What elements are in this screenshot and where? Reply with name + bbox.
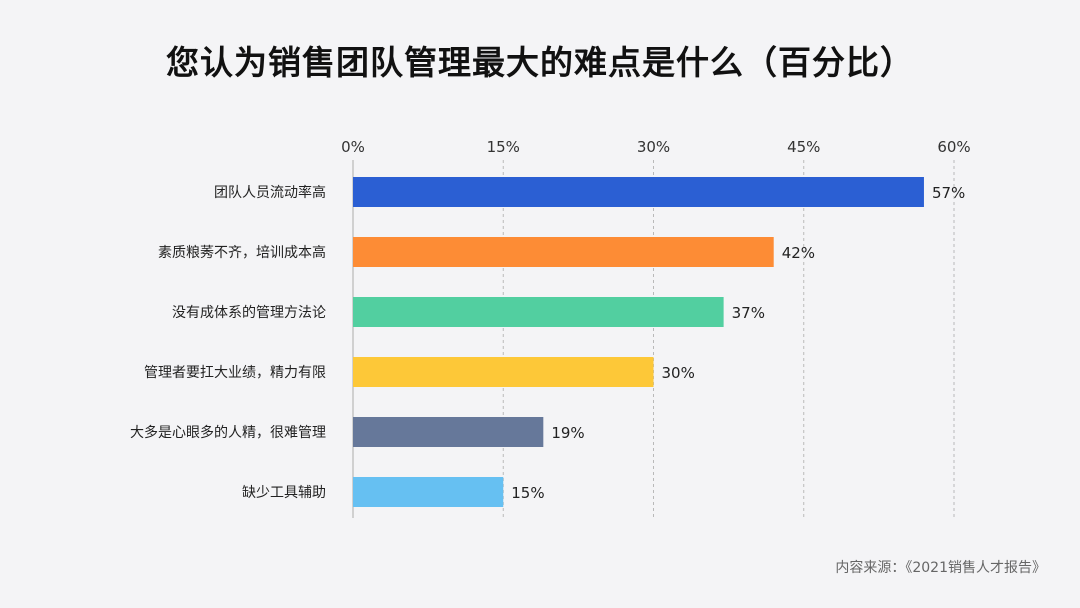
bar	[353, 177, 924, 207]
category-label: 缺少工具辅助	[242, 485, 326, 501]
data-label: 30%	[662, 364, 695, 382]
category-label: 管理者要扛大业绩，精力有限	[144, 365, 326, 381]
category-label: 大多是心眼多的人精，很难管理	[130, 424, 326, 441]
data-label: 19%	[551, 424, 584, 442]
x-tick-label: 0%	[341, 138, 365, 156]
chart-title: 您认为销售团队管理最大的难点是什么（百分比）	[166, 43, 914, 82]
x-tick-label: 15%	[487, 138, 520, 156]
data-label: 37%	[732, 304, 765, 322]
category-label: 团队人员流动率高	[214, 184, 326, 201]
data-label: 57%	[932, 184, 965, 202]
bar	[353, 477, 504, 507]
data-label: 15%	[511, 484, 544, 502]
bar	[353, 417, 544, 447]
data-label: 42%	[782, 244, 815, 262]
x-tick-label: 30%	[637, 138, 670, 156]
bar	[353, 297, 724, 327]
x-tick-label: 45%	[787, 138, 820, 156]
bar	[353, 237, 774, 267]
category-label: 素质粮莠不齐，培训成本高	[158, 244, 326, 261]
category-label: 没有成体系的管理方法论	[172, 305, 326, 321]
source-note: 内容来源：《2021销售人才报告》	[835, 560, 1046, 576]
x-tick-label: 60%	[937, 138, 970, 156]
bar	[353, 357, 654, 387]
